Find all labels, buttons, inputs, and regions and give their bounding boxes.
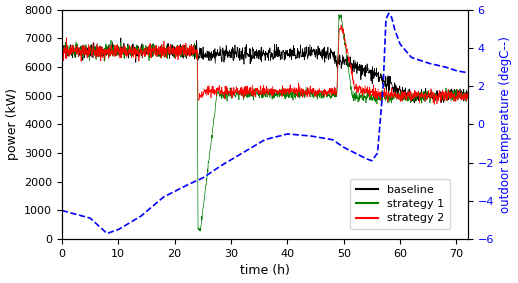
strategy 1 xyxy=(218,97,224,100)
baseline xyxy=(218,60,224,63)
outdoor temp xyxy=(429,62,435,66)
baseline xyxy=(327,57,333,60)
strategy 1 xyxy=(465,93,471,97)
strategy 1 xyxy=(149,45,155,48)
Line: strategy 1: strategy 1 xyxy=(62,15,468,231)
strategy 1 xyxy=(197,229,204,233)
baseline xyxy=(394,91,400,94)
baseline xyxy=(412,101,418,105)
Y-axis label: power (kW): power (kW) xyxy=(6,88,19,160)
baseline xyxy=(429,93,435,97)
outdoor temp xyxy=(59,209,65,212)
strategy 2 xyxy=(218,91,224,95)
strategy 2 xyxy=(431,103,438,106)
strategy 2 xyxy=(338,23,344,27)
strategy 1 xyxy=(228,97,234,100)
baseline xyxy=(118,36,124,40)
baseline xyxy=(465,91,471,95)
outdoor temp xyxy=(228,158,234,161)
Legend: baseline, strategy 1, strategy 2: baseline, strategy 1, strategy 2 xyxy=(351,179,450,229)
strategy 2 xyxy=(394,95,400,99)
Line: baseline: baseline xyxy=(62,38,468,103)
baseline xyxy=(228,56,234,59)
strategy 1 xyxy=(336,13,342,16)
outdoor temp xyxy=(149,205,155,209)
baseline xyxy=(149,50,155,53)
outdoor temp xyxy=(218,164,224,167)
outdoor temp xyxy=(386,12,392,15)
strategy 2 xyxy=(149,56,155,59)
strategy 1 xyxy=(59,46,65,49)
strategy 2 xyxy=(465,97,471,100)
strategy 2 xyxy=(228,87,234,91)
strategy 2 xyxy=(59,50,65,53)
strategy 2 xyxy=(429,94,435,98)
outdoor temp xyxy=(465,71,471,74)
outdoor temp xyxy=(394,35,400,38)
Line: outdoor temp: outdoor temp xyxy=(62,13,468,233)
baseline xyxy=(59,48,65,51)
Y-axis label: outdoor temperature (degC--): outdoor temperature (degC--) xyxy=(499,36,512,213)
strategy 1 xyxy=(394,97,400,100)
outdoor temp xyxy=(104,232,110,235)
outdoor temp xyxy=(327,138,333,141)
strategy 1 xyxy=(429,95,435,99)
X-axis label: time (h): time (h) xyxy=(240,264,290,277)
strategy 2 xyxy=(327,88,333,92)
Line: strategy 2: strategy 2 xyxy=(62,25,468,104)
strategy 1 xyxy=(327,97,333,100)
